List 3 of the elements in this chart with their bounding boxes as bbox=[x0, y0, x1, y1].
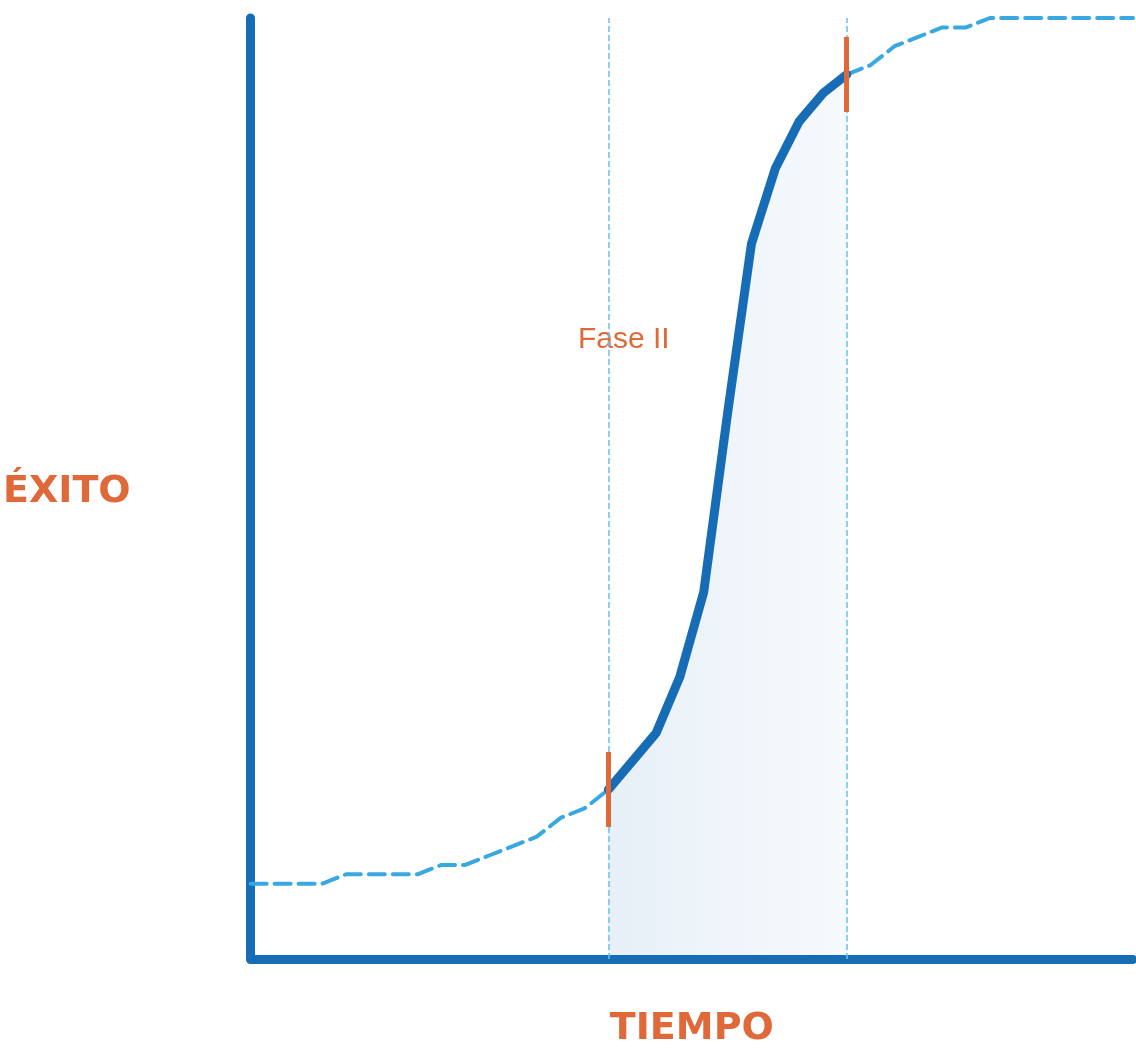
y-axis-title: ÉXITO bbox=[2, 466, 131, 511]
x-axis-title: TIEMPO bbox=[609, 1004, 774, 1048]
annotation: Fase II bbox=[578, 320, 670, 354]
